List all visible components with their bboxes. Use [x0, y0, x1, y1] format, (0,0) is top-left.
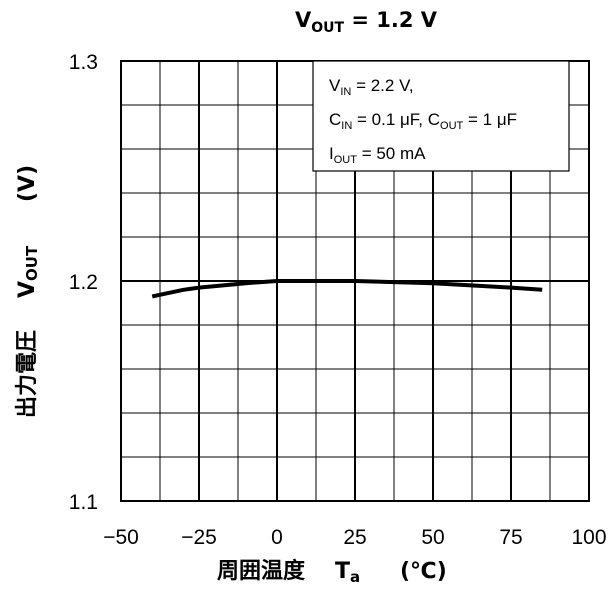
condition-box-frame [312, 60, 570, 172]
y-tick-label: 1.3 [69, 51, 98, 74]
y-tick-labels: 1.1 1.2 1.3 [69, 51, 98, 514]
y-axis-label: 出力電圧 VOUT (V) [15, 165, 41, 418]
chart-title: VOUT = 1.2 V [295, 8, 438, 36]
x-tick-label: −25 [181, 526, 217, 549]
x-axis-label-jp: 周囲温度 [217, 558, 306, 584]
series-line-vout [151, 279, 543, 299]
series-layer [151, 279, 543, 299]
x-tick-label: 50 [421, 526, 444, 549]
x-axis-label-unit: (℃) [400, 559, 447, 584]
x-tick-label: 100 [571, 526, 606, 549]
x-tick-label: −50 [103, 526, 139, 549]
y-tick-label: 1.2 [69, 271, 98, 294]
x-tick-label: 75 [499, 526, 522, 549]
y-axis-label-jp: 出力電圧 [15, 330, 40, 418]
x-tick-label: 0 [271, 526, 283, 549]
condition-line-vin: VIN = 2.2 V, [329, 76, 414, 98]
y-axis-label-unit: (V) [15, 165, 40, 202]
y-tick-label: 1.1 [69, 491, 98, 514]
x-axis-label: 周囲温度 Ta (℃) [217, 558, 447, 586]
y-axis-label-symbol: VOUT [15, 245, 41, 298]
x-tick-label: 25 [343, 526, 366, 549]
condition-line-iout: IOUT = 50 mA [329, 144, 426, 166]
x-axis-label-symbol: Ta [335, 559, 360, 586]
condition-box: VIN = 2.2 V, CIN = 0.1 μF, COUT = 1 μF I… [312, 60, 570, 172]
x-tick-labels: −50 −25 0 25 50 75 100 [103, 526, 606, 549]
condition-line-capacitors: CIN = 0.1 μF, COUT = 1 μF [329, 110, 517, 132]
